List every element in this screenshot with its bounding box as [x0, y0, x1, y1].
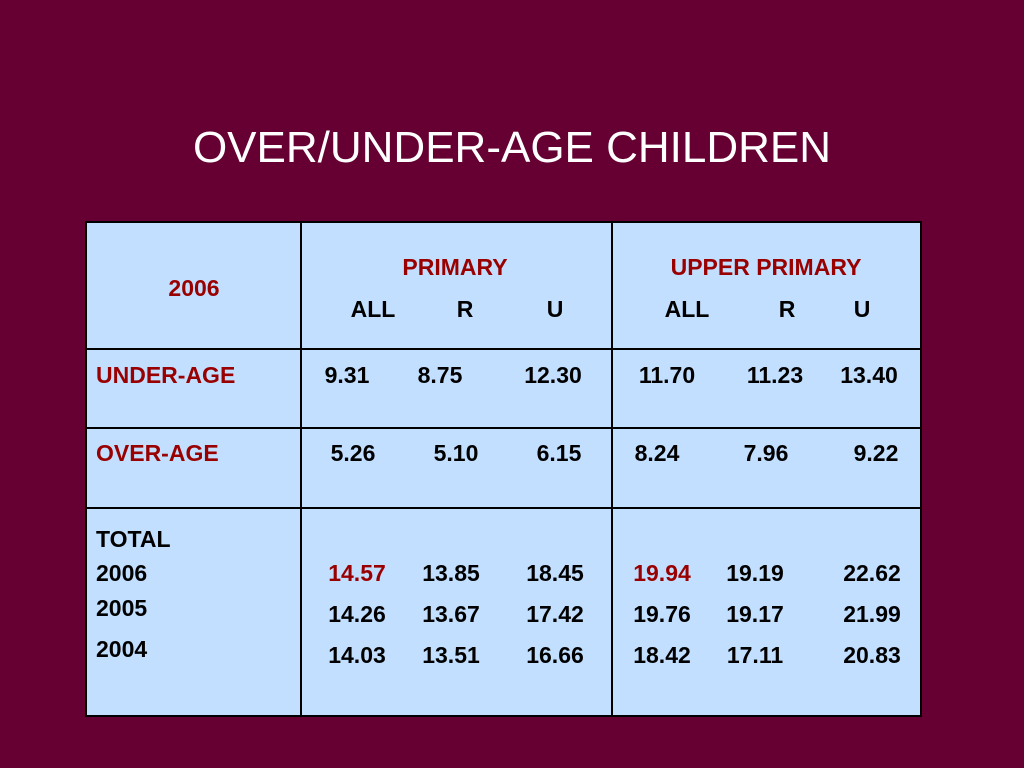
row-divider [87, 427, 920, 429]
col-header-upper-r: R [778, 296, 796, 322]
cell-value: 5.10 [433, 440, 479, 466]
cell-value: 8.75 [417, 362, 463, 388]
cell-value: 9.31 [324, 362, 370, 388]
col-header-upper-u: U [853, 296, 871, 322]
cell-value: 18.45 [526, 560, 584, 586]
row-divider [87, 348, 920, 350]
cell-value: 14.03 [328, 642, 386, 668]
cell-value: 20.83 [843, 642, 901, 668]
cell-value: 7.96 [743, 440, 789, 466]
row-label-over-age: OVER-AGE [96, 440, 219, 466]
row-divider [87, 507, 920, 509]
cell-value: 19.17 [726, 601, 784, 627]
col-header-upper-all: ALL [664, 296, 710, 322]
cell-value: 11.23 [746, 362, 804, 388]
cell-value: 17.42 [526, 601, 584, 627]
column-divider [300, 223, 302, 715]
slide-title: OVER/UNDER-AGE CHILDREN [192, 123, 832, 172]
column-divider [611, 223, 613, 715]
cell-value: 11.70 [638, 362, 696, 388]
corner-year-label: 2006 [168, 275, 220, 301]
data-table: 2006 PRIMARY ALL R U UPPER PRIMARY ALL R… [85, 221, 922, 717]
year-label-2005: 2005 [96, 595, 148, 621]
cell-value: 22.62 [843, 560, 901, 586]
cell-value: 17.11 [726, 642, 784, 668]
cell-value: 13.51 [422, 642, 480, 668]
cell-value: 16.66 [526, 642, 584, 668]
cell-value-highlight: 19.94 [633, 560, 691, 586]
cell-value: 13.85 [422, 560, 480, 586]
cell-value: 19.19 [726, 560, 784, 586]
cell-value: 6.15 [536, 440, 582, 466]
col-header-primary-all: ALL [350, 296, 396, 322]
cell-value: 18.42 [633, 642, 691, 668]
row-label-under-age: UNDER-AGE [96, 362, 236, 388]
cell-value: 14.26 [328, 601, 386, 627]
cell-value: 19.76 [633, 601, 691, 627]
cell-value: 5.26 [330, 440, 376, 466]
row-label-total: TOTAL [96, 526, 171, 552]
cell-value: 12.30 [524, 362, 582, 388]
cell-value: 13.40 [840, 362, 898, 388]
group-header-primary: PRIMARY [402, 254, 508, 280]
group-header-upper-primary: UPPER PRIMARY [670, 254, 862, 280]
cell-value: 8.24 [634, 440, 680, 466]
year-label-2006: 2006 [96, 560, 148, 586]
cell-value: 9.22 [853, 440, 899, 466]
cell-value-highlight: 14.57 [328, 560, 386, 586]
col-header-primary-u: U [546, 296, 564, 322]
cell-value: 13.67 [422, 601, 480, 627]
cell-value: 21.99 [843, 601, 901, 627]
year-label-2004: 2004 [96, 636, 148, 662]
col-header-primary-r: R [456, 296, 474, 322]
